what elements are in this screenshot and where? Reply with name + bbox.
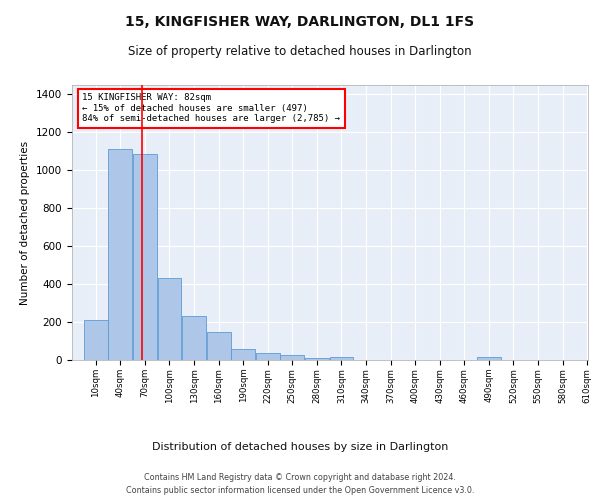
Bar	[256, 353, 280, 360]
Text: Contains HM Land Registry data © Crown copyright and database right 2024.: Contains HM Land Registry data © Crown c…	[144, 472, 456, 482]
Bar	[133, 154, 157, 360]
Bar	[305, 358, 329, 360]
Bar	[329, 357, 353, 360]
Text: Size of property relative to detached houses in Darlington: Size of property relative to detached ho…	[128, 45, 472, 58]
Text: Contains public sector information licensed under the Open Government Licence v3: Contains public sector information licen…	[126, 486, 474, 495]
Text: 15, KINGFISHER WAY, DARLINGTON, DL1 1FS: 15, KINGFISHER WAY, DARLINGTON, DL1 1FS	[125, 15, 475, 29]
Bar	[231, 349, 255, 360]
Y-axis label: Number of detached properties: Number of detached properties	[20, 140, 31, 304]
Bar	[84, 320, 108, 360]
Bar	[280, 356, 304, 360]
Bar	[182, 316, 206, 360]
Bar	[109, 150, 132, 360]
Text: 15 KINGFISHER WAY: 82sqm
← 15% of detached houses are smaller (497)
84% of semi-: 15 KINGFISHER WAY: 82sqm ← 15% of detach…	[82, 93, 340, 123]
Bar	[206, 332, 230, 360]
Bar	[158, 278, 181, 360]
Bar	[477, 358, 501, 360]
Text: Distribution of detached houses by size in Darlington: Distribution of detached houses by size …	[152, 442, 448, 452]
